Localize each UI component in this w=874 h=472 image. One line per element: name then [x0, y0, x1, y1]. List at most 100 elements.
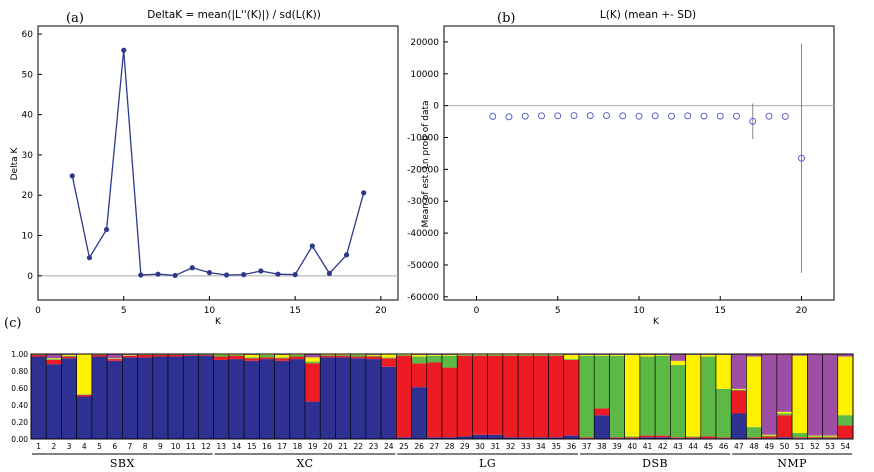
- panel-c-sample-label: 38: [597, 442, 607, 451]
- panel-c-bar-segment-red: [305, 363, 321, 402]
- panel-a-y-tick-label: 30: [22, 151, 34, 161]
- panel-c-bar-segment-red: [761, 436, 777, 439]
- panel-b-point: [505, 113, 513, 121]
- panel-c-y-tick-label: 0.20: [11, 418, 28, 427]
- panel-c-bar-segment-green: [335, 354, 351, 356]
- panel-c-bar-segment-green: [213, 354, 229, 357]
- panel-c-bar-segment-blue: [213, 359, 229, 439]
- panel-c-bar-segment-red: [122, 355, 138, 358]
- panel-a-point: [103, 226, 110, 233]
- panel-c-bar-segment-green: [381, 357, 397, 359]
- panel-c-bar-segment-red: [548, 355, 564, 438]
- panel-c-bar-segment-yellow: [731, 388, 747, 390]
- panel-a-point: [138, 272, 144, 278]
- panel-c-sample-label: 51: [795, 442, 805, 451]
- panel-a-x-tick-label: 5: [121, 306, 127, 316]
- panel-c-bar-segment-green: [487, 354, 503, 356]
- panel-c-bar-segment-yellow: [381, 354, 397, 358]
- panel-a-point: [155, 271, 161, 277]
- panel-b-y-tick-label: 20000: [410, 38, 439, 48]
- panel-b-y-tick-label: -40000: [407, 229, 439, 239]
- panel-c-bar-segment-blue: [107, 360, 123, 439]
- panel-c-group-label: SBX: [110, 457, 135, 470]
- panel-c-bar-segment-blue: [335, 357, 351, 439]
- panel-c-bar-segment-red: [533, 355, 549, 438]
- panel-c-bar-segment-yellow: [244, 354, 260, 358]
- panel-c-structure-barplot: (c) 0.000.200.400.600.801.00 1 2 3 4 5 6 7 8 9 10…: [4, 316, 854, 470]
- panel-c-sample-label: 44: [688, 442, 698, 451]
- panel-c-bar-segment-red: [228, 355, 245, 360]
- panel-c-bar-segment-red: [183, 354, 199, 356]
- panel-c-sample-label: 42: [658, 442, 668, 451]
- panel-c-bar-segment-purple: [46, 354, 62, 359]
- panel-c-bar-segment-green: [731, 389, 747, 391]
- panel-c-bar-segment-yellow: [655, 354, 671, 356]
- panel-c-bar-segment-green: [502, 354, 519, 356]
- panel-c-bar-segment-green: [228, 354, 245, 356]
- panel-c-y-tick-label: 1.00: [11, 350, 28, 359]
- panel-c-bar-segment-green: [350, 354, 366, 357]
- panel-b-y-tick-label: -10000: [407, 134, 439, 144]
- panel-b-y-tick-label: -20000: [407, 165, 439, 175]
- panel-c-bar-segment-green: [594, 355, 610, 409]
- panel-b-point: [700, 112, 708, 120]
- panel-c-bar-segment-red: [168, 354, 184, 357]
- panel-c-sample-label: 6: [112, 442, 117, 451]
- panel-c-sample-label: 35: [551, 442, 561, 451]
- panel-c-bar-segment-yellow: [594, 354, 610, 356]
- panel-c-bar-segment-blue: [320, 357, 336, 439]
- panel-c-bar-segment-red: [244, 358, 260, 361]
- panel-b-x-tick-label: 15: [715, 306, 726, 316]
- panel-c-bar-segment-blue: [259, 359, 275, 439]
- panel-c-bar-segment-green: [776, 413, 793, 416]
- panel-c-bar-segment-yellow: [426, 354, 442, 356]
- panel-c-sample-label: 9: [158, 442, 163, 451]
- panel-c-bar-segment-yellow: [639, 354, 656, 357]
- panel-c-bar-segment-green: [792, 433, 808, 438]
- panel-c-sample-label: 5: [97, 442, 102, 451]
- panel-c-bar-segment-purple: [776, 354, 793, 412]
- panel-c-sample-label: 53: [825, 442, 835, 451]
- panel-c-bar-segment-blue: [426, 437, 442, 439]
- panel-c-sample-label: 43: [673, 442, 683, 451]
- panel-c-bar-segment-blue: [350, 358, 366, 439]
- panel-c-bar-segment-yellow: [274, 354, 290, 358]
- panel-b-lk-chart: (b) L(K) (mean +- SD) Mean of est. Ln pr…: [407, 9, 835, 327]
- panel-c-group-label: XC: [296, 457, 313, 470]
- panel-a-y-tick-label: 40: [22, 111, 34, 121]
- panel-c-bar-segment-red: [320, 355, 336, 358]
- panel-c-bar-segment-red: [152, 354, 168, 357]
- panel-c-bar-segment-blue: [137, 357, 153, 439]
- panel-c-bar-segment-blue: [198, 355, 214, 439]
- panel-b-x-tick-label: 10: [633, 306, 645, 316]
- panel-c-sample-label: 21: [338, 442, 348, 451]
- panel-c-y-tick-label: 0.00: [11, 435, 28, 444]
- panel-b-point: [489, 113, 497, 120]
- panel-b-point: [765, 112, 773, 120]
- panel-c-bar-segment-red: [502, 355, 519, 438]
- panel-c-bar-segment-blue: [244, 360, 260, 439]
- panel-c-bar-segment-purple: [731, 354, 747, 389]
- panel-a-y-tick-label: 20: [22, 191, 34, 201]
- panel-c-bar-segment-blue: [533, 437, 549, 439]
- panel-c-sample-label: 12: [201, 442, 211, 451]
- panel-c-bar-segment-green: [259, 354, 275, 358]
- panel-a-y-tick-label: 60: [22, 30, 34, 40]
- panel-c-bar-segment-green: [822, 436, 838, 438]
- panel-c-bar-segment-blue: [518, 437, 534, 439]
- panel-a-point: [69, 173, 75, 179]
- panel-c-bar-segment-green: [533, 354, 549, 356]
- panel-a-point: [189, 265, 195, 271]
- panel-c-bar-segment-yellow: [411, 354, 427, 357]
- panel-b-y-axis-label: Mean of est. Ln prob of data: [421, 100, 431, 227]
- panel-c-bar-segment-blue: [289, 359, 305, 439]
- panel-c-sample-label: 19: [308, 442, 318, 451]
- panel-b-point: [733, 112, 740, 120]
- panel-c-bar-segment-blue: [91, 356, 108, 439]
- panel-b-point: [570, 112, 578, 119]
- panel-c-bar-segment-green: [639, 356, 656, 436]
- panel-c-bar-segment-green: [457, 354, 473, 356]
- panel-c-sample-label: 1: [36, 442, 41, 451]
- panel-c-bar-segment-purple: [107, 354, 123, 359]
